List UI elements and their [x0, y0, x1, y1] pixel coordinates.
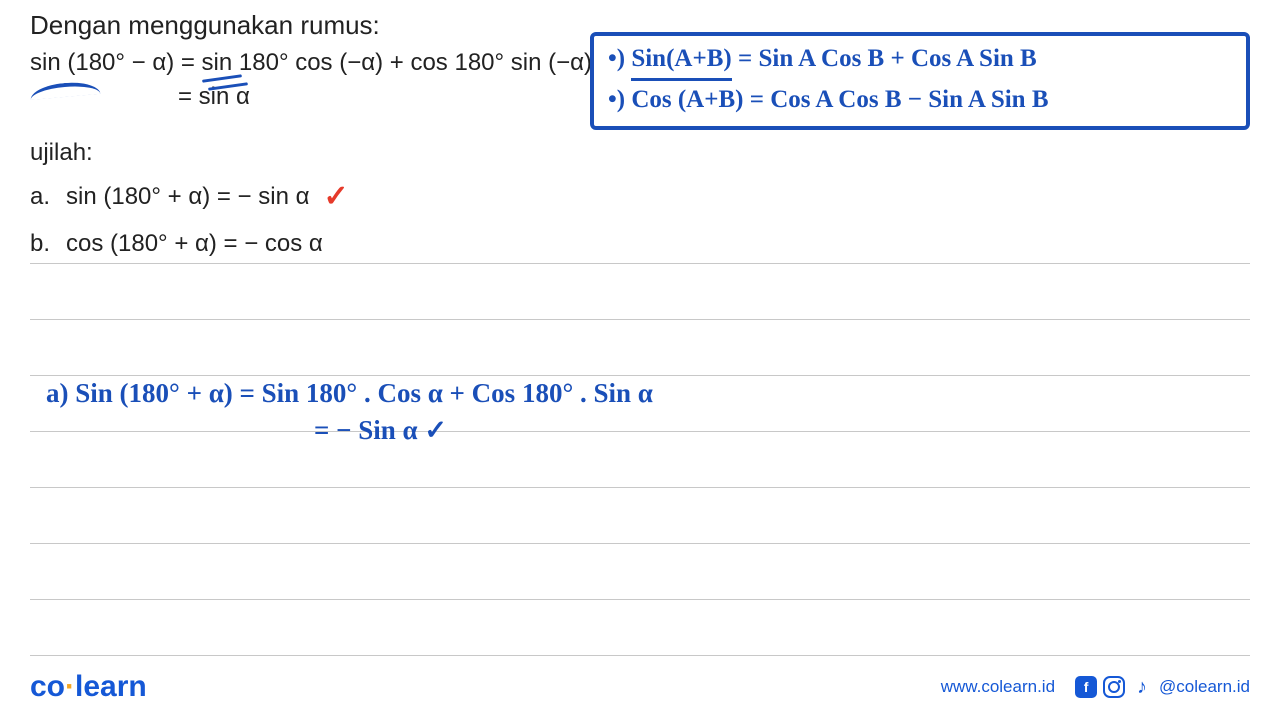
box-line1-rest: = Sin A Cos B + Cos A Sin B — [732, 45, 1037, 72]
rule-line — [30, 264, 1250, 320]
underline-arc-annotation — [30, 80, 101, 100]
footer-right: www.colearn.id f ♪ @colearn.id — [941, 676, 1250, 698]
colearn-logo: co·learn — [30, 670, 147, 704]
facebook-icon: f — [1075, 676, 1097, 698]
rule-line — [30, 544, 1250, 600]
footer: co·learn www.colearn.id f ♪ @colearn.id — [30, 670, 1250, 704]
box-line1-prefix: •) — [608, 45, 631, 72]
handwork-line-1: a) Sin (180° + α) = Sin 180° . Cos α + C… — [46, 378, 653, 409]
item-a-text: sin (180° + α) = − sin α — [66, 183, 309, 211]
rule-line — [30, 488, 1250, 544]
identity-formula-box: •) Sin(A+B) = Sin A Cos B + Cos A Sin B … — [590, 32, 1250, 130]
rule-line — [30, 320, 1250, 376]
social-links: f ♪ @colearn.id — [1075, 676, 1250, 698]
logo-learn: learn — [75, 670, 147, 703]
rule-line — [30, 600, 1250, 656]
ujilah-label: ujilah: — [30, 139, 1250, 167]
instagram-icon — [1103, 676, 1125, 698]
logo-dot: · — [65, 670, 75, 703]
box-line1-underlined: Sin(A+B) — [631, 40, 731, 81]
social-handle: @colearn.id — [1159, 677, 1250, 697]
logo-co: co — [30, 670, 65, 703]
box-line-1: •) Sin(A+B) = Sin A Cos B + Cos A Sin B — [608, 40, 1232, 81]
footer-url: www.colearn.id — [941, 677, 1055, 697]
handwork-line-2: = − Sin α ✓ — [314, 415, 653, 446]
rule-line — [30, 208, 1250, 264]
handwritten-solution: a) Sin (180° + α) = Sin 180° . Cos α + C… — [46, 378, 653, 446]
item-a-label: a. — [30, 183, 66, 211]
tiktok-icon: ♪ — [1131, 676, 1153, 698]
box-line-2: •) Cos (A+B) = Cos A Cos B − Sin A Sin B — [608, 81, 1232, 119]
